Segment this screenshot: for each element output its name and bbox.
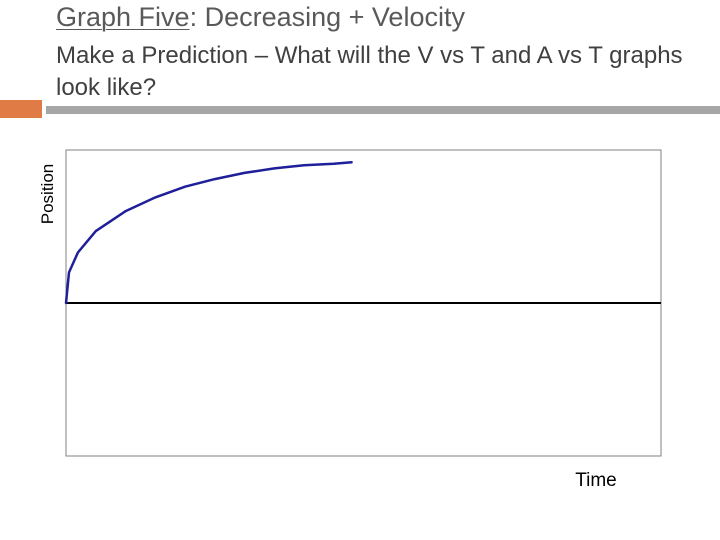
accent-block — [0, 100, 42, 118]
x-axis-label: Time — [575, 470, 617, 491]
title-rest-text: : Decreasing + Velocity — [189, 2, 465, 32]
slide-title: Graph Five: Decreasing + Velocity — [56, 2, 465, 33]
slide-subtitle: Make a Prediction – What will the V vs T… — [56, 42, 683, 101]
y-axis-label: Position — [38, 163, 57, 225]
position-curve — [64, 160, 353, 305]
title-underlined-text: Graph Five — [56, 2, 190, 32]
accent-rule — [46, 106, 720, 114]
